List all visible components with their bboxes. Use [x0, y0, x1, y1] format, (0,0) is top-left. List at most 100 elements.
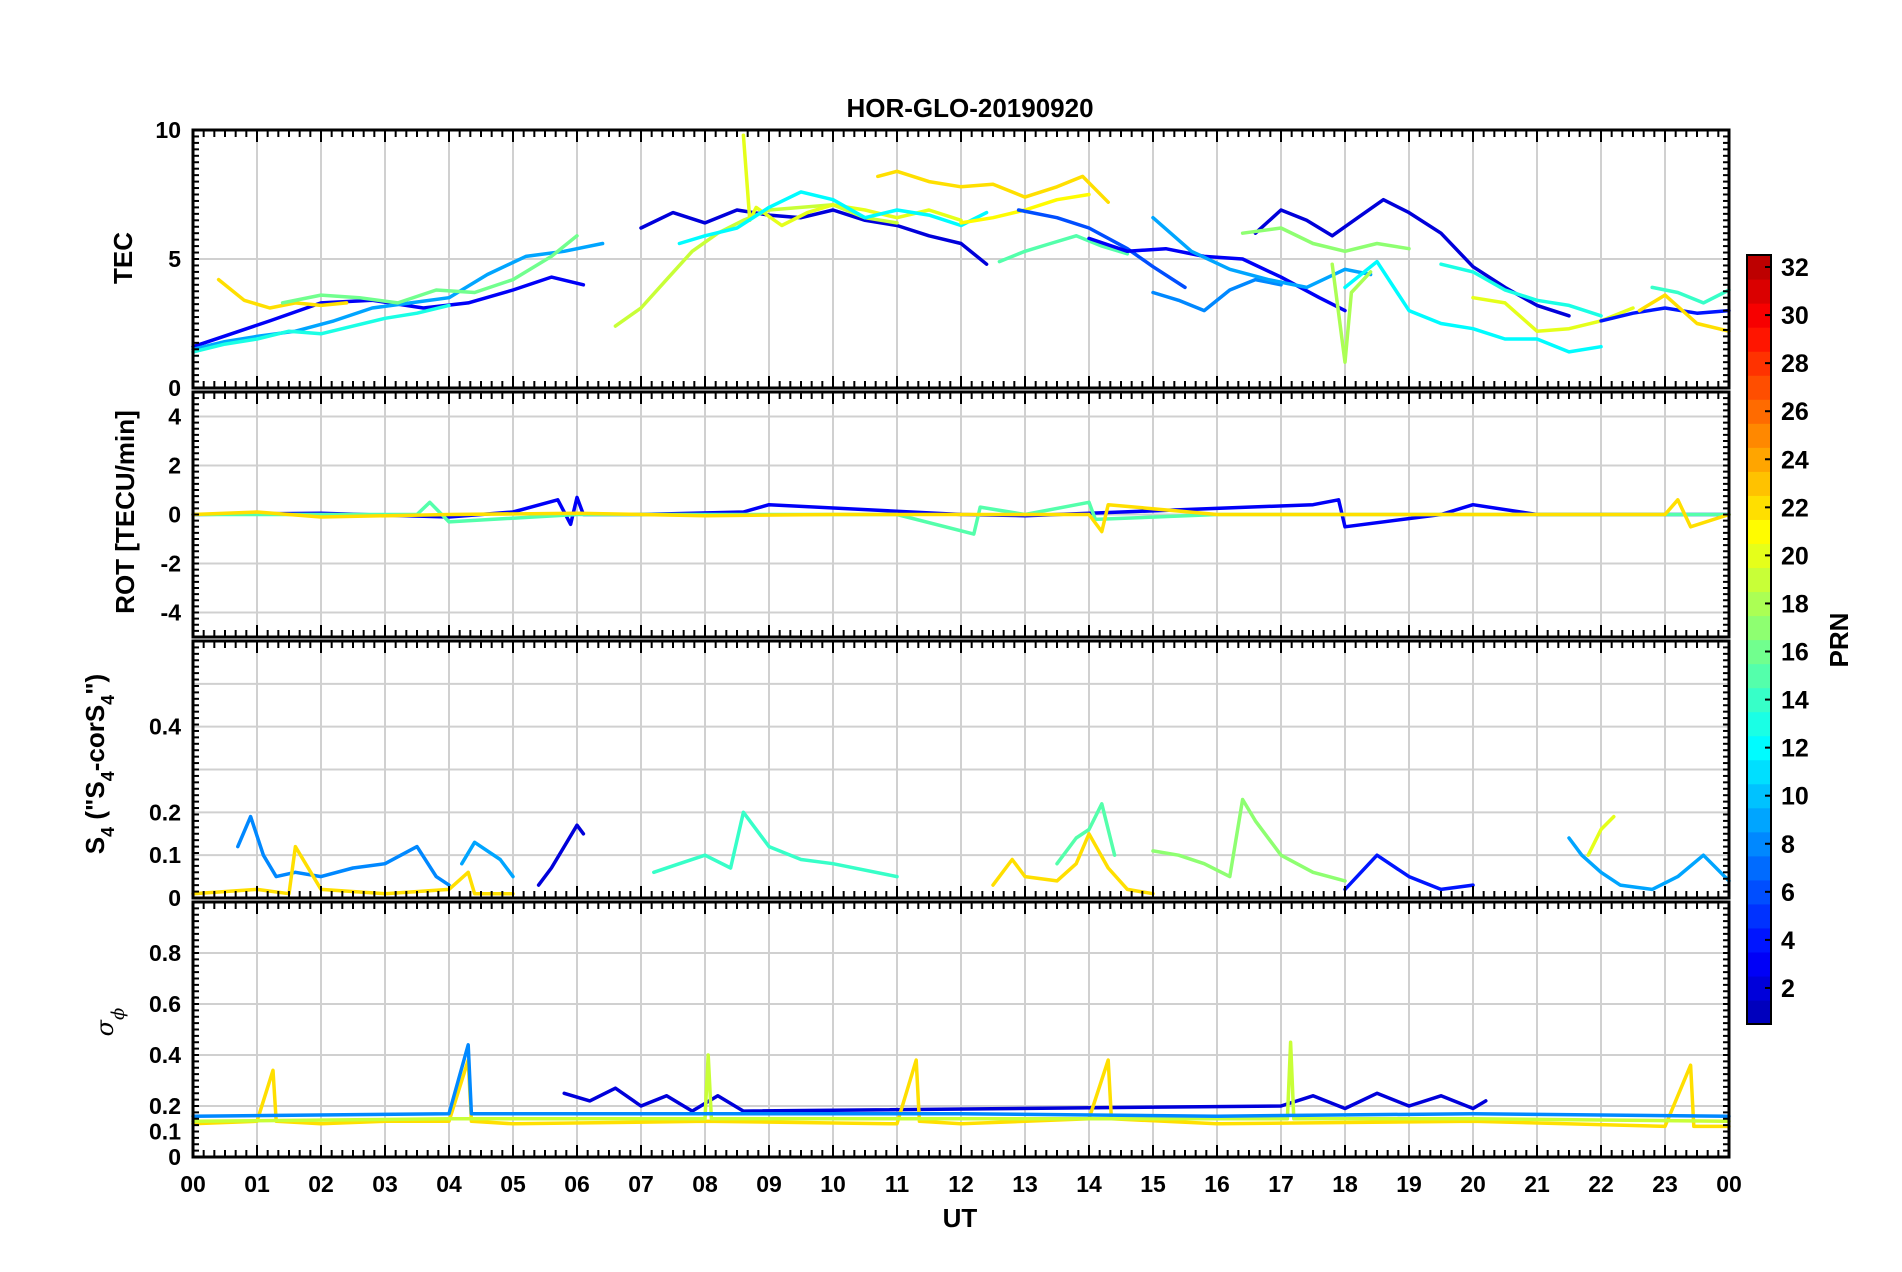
- x-tick-label: 11: [885, 1171, 910, 1197]
- colorbar-segment: [1747, 615, 1771, 641]
- series-tec: [191, 133, 1731, 364]
- x-tick-label: 00: [1716, 1171, 1742, 1197]
- series-line-prn-19: [191, 1040, 1731, 1124]
- y-tick-label: 0: [168, 375, 181, 401]
- y-tick-label: 0: [168, 1144, 181, 1170]
- x-tick-label: 03: [372, 1171, 398, 1197]
- series-line-prn-9: [460, 840, 515, 879]
- x-tick-label: 13: [1012, 1171, 1038, 1197]
- frame-s4: [191, 639, 1731, 900]
- colorbar-segment: [1747, 999, 1771, 1025]
- y-tick-labels-rot: -4 -2 0 2 4: [161, 404, 182, 626]
- panel-sigma: 00.10.2 0.4 0.6 0.8 σϕ: [91, 900, 1731, 1170]
- colorbar-segment: [1747, 375, 1771, 400]
- x-tick-label: 07: [628, 1171, 654, 1197]
- x-tick-label: 08: [692, 1171, 718, 1197]
- y-tick-label: 0: [168, 885, 181, 911]
- colorbar-tick-label: 24: [1781, 446, 1809, 474]
- series-line-prn-22: [191, 1058, 1731, 1129]
- colorbar-tick-label: 10: [1781, 783, 1809, 811]
- x-tick-label: 21: [1524, 1171, 1550, 1197]
- frame-tec: [191, 128, 1731, 390]
- colorbar-tick-label: 18: [1781, 590, 1809, 618]
- y-axis-label-tec: TEC: [108, 232, 138, 284]
- x-tick-label: 00: [180, 1171, 206, 1197]
- series-sigma: [191, 1040, 1731, 1129]
- y-tick-labels-tec: 0 5 10: [155, 117, 181, 401]
- series-line-prn-22: [191, 844, 515, 896]
- colorbar-segment: [1747, 807, 1771, 833]
- colorbar-gradient: [1746, 254, 1772, 1025]
- frame-sigma: [191, 900, 1731, 1159]
- colorbar-tick-label: 26: [1781, 398, 1809, 426]
- colorbar-segment: [1747, 903, 1771, 929]
- series-line-prn-14: [1650, 285, 1731, 305]
- y-tick-label: 0.2: [149, 799, 181, 825]
- series-line-prn-13: [1439, 262, 1603, 318]
- series-line-prn-9: [191, 241, 605, 352]
- series-line-prn-13: [191, 303, 451, 354]
- series-line-prn-22: [991, 832, 1155, 896]
- grid-tec: [193, 129, 1729, 389]
- series-line-prn-2: [562, 1086, 1488, 1113]
- series-line-prn-9: [1567, 836, 1731, 892]
- colorbar-segment: [1747, 759, 1771, 785]
- colorbar-segment: [1747, 855, 1771, 881]
- x-tick-label: 15: [1140, 1171, 1166, 1197]
- colorbar-tick-label: 28: [1781, 350, 1809, 378]
- series-line-prn-9: [1151, 215, 1373, 290]
- colorbar-segment: [1747, 471, 1771, 496]
- x-tick-label: 16: [1204, 1171, 1230, 1197]
- panel-tec: 0 5 10 TEC: [108, 117, 1731, 401]
- x-tick-label: 10: [820, 1171, 846, 1197]
- series-line-prn-22: [191, 498, 1731, 534]
- colorbar-segment: [1747, 279, 1771, 304]
- y-tick-label: 0.1: [149, 842, 181, 868]
- y-tick-label: -4: [161, 600, 182, 626]
- series-line-prn-4: [1343, 853, 1475, 892]
- colorbar-segment: [1747, 663, 1771, 689]
- colorbar-segment: [1747, 423, 1771, 448]
- colorbar-tick-label: 16: [1781, 639, 1809, 667]
- series-line-prn-22: [876, 169, 1110, 204]
- colorbar-segment: [1747, 567, 1771, 593]
- series-line-prn-4: [1599, 306, 1731, 323]
- series-line-prn-2: [1253, 197, 1571, 318]
- colorbar-tick-label: 8: [1781, 831, 1795, 859]
- x-tick-label: 23: [1652, 1171, 1678, 1197]
- colorbar-tick-label: 2: [1781, 975, 1795, 1003]
- colorbar-segment: [1747, 327, 1771, 352]
- colorbar-segment: [1747, 951, 1771, 977]
- series-line-prn-14: [652, 810, 899, 879]
- series-line-prn-6: [1016, 208, 1187, 290]
- x-tick-label: 06: [564, 1171, 590, 1197]
- frame-rot: [191, 390, 1731, 639]
- series-line-prn-15: [191, 500, 1731, 536]
- x-tick-label: 18: [1332, 1171, 1358, 1197]
- series-line-prn-8: [191, 1043, 1731, 1118]
- y-axis-label-sigma: σϕ: [91, 1008, 129, 1037]
- panel-s4: 0 0.1 0.2 0.4 S4 ("S4-corS4"): [80, 639, 1731, 911]
- y-tick-label: 5: [168, 246, 181, 272]
- y-tick-labels-s4: 0 0.1 0.2 0.4: [149, 714, 181, 911]
- series-line-prn-20: [1586, 814, 1616, 857]
- colorbar-tick-label: 4: [1781, 927, 1795, 955]
- x-tick-label: 09: [756, 1171, 782, 1197]
- y-tick-label: 0.1: [149, 1119, 181, 1145]
- x-tick-label: 05: [500, 1171, 526, 1197]
- series-line-prn-3: [191, 495, 1731, 529]
- y-tick-label: 0: [168, 502, 181, 528]
- panel-rot: -4 -2 0 2 4 ROT [TECU/min]: [110, 390, 1731, 639]
- series-line-prn-8: [236, 814, 451, 887]
- x-axis-label: UT: [943, 1203, 978, 1233]
- y-tick-label: 0.6: [149, 991, 181, 1017]
- y-tick-label: -2: [161, 551, 181, 577]
- x-tick-label: 04: [436, 1171, 462, 1197]
- y-tick-label: 10: [155, 117, 181, 143]
- series-line-prn-8: [1151, 277, 1283, 313]
- series-rot: [191, 495, 1731, 536]
- colorbar-segment: [1747, 519, 1771, 544]
- y-tick-label: 4: [168, 404, 181, 430]
